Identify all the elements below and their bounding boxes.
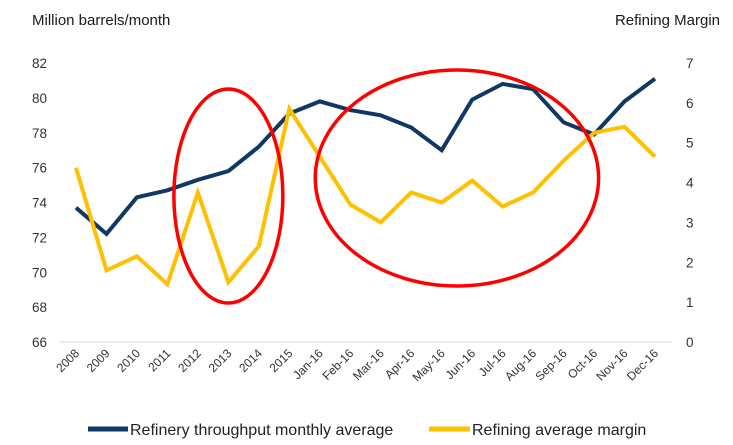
highlight-ellipse: [313, 68, 601, 288]
x-axis-ticks: 2008 2009 2010 2011 2012 2013 2014 2015Jan-16Fe…: [53, 346, 661, 384]
left-tick-label: 66: [32, 335, 47, 350]
x-tick-label: May-16: [410, 346, 448, 384]
highlight-ellipse: [172, 87, 285, 305]
x-tick-label: Jun-16: [442, 346, 478, 382]
x-tick-label: 2011: [145, 346, 173, 374]
x-tick-label: 2008: [53, 346, 82, 375]
left-tick-label: 76: [32, 161, 47, 176]
left-tick-label: 70: [32, 265, 47, 280]
x-tick-label: Mar-16: [350, 346, 387, 383]
left-tick-label: 80: [32, 91, 47, 106]
legend-label-throughput: Refinery throughput monthly average: [130, 422, 393, 439]
x-tick-label: 2009: [84, 346, 113, 375]
x-tick-label: Nov-16: [593, 346, 630, 383]
right-tick-label: 7: [686, 56, 694, 71]
x-tick-label: Aug-16: [502, 346, 539, 383]
right-tick-label: 4: [686, 176, 694, 191]
right-tick-label: 1: [686, 295, 694, 310]
left-tick-label: 74: [32, 196, 48, 211]
x-tick-label: Dec-16: [624, 346, 661, 383]
legend-label-margin: Refining average margin: [472, 422, 646, 439]
x-tick-label: 2014: [236, 346, 265, 375]
x-tick-label: 2012: [175, 346, 204, 375]
right-tick-label: 2: [686, 255, 694, 270]
right-tick-label: 5: [686, 136, 694, 151]
left-tick-label: 78: [32, 126, 47, 141]
right-axis-ticks: 7 6 5 4 3 2 1 0: [686, 56, 694, 350]
right-tick-label: 3: [686, 215, 694, 230]
x-tick-label: Sep-16: [532, 346, 569, 383]
x-tick-label: 2010: [114, 346, 143, 375]
left-axis-title: Million barrels/month: [32, 12, 170, 29]
x-tick-label: Jan-16: [290, 346, 326, 382]
right-tick-label: 0: [686, 335, 694, 350]
series-line-margin: [74, 103, 657, 288]
x-tick-label: Feb-16: [320, 346, 357, 383]
left-axis-ticks: 82 80 78 76 74 72 70 68 66: [32, 56, 48, 350]
left-tick-label: 72: [32, 230, 47, 245]
left-tick-label: 68: [32, 300, 47, 315]
right-tick-label: 6: [686, 96, 694, 111]
right-axis-title: Refining Margin: [615, 12, 720, 29]
left-tick-label: 82: [32, 56, 47, 71]
legend: Refinery throughput monthly average Refi…: [88, 422, 646, 439]
x-tick-label: 2013: [206, 346, 235, 375]
annotation-layer: [172, 68, 601, 305]
